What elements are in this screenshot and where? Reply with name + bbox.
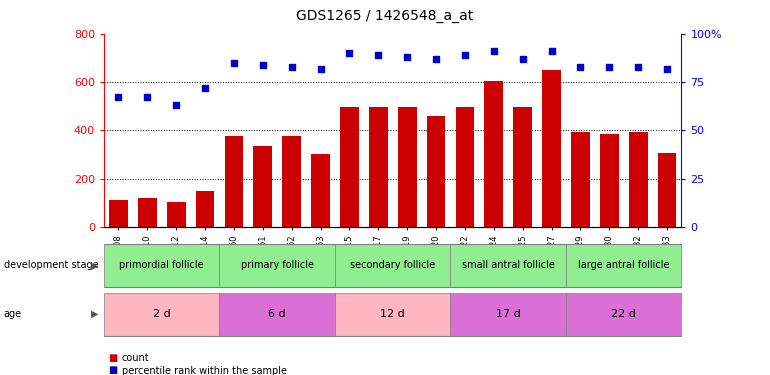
Text: ▶: ▶ [91,260,99,270]
Bar [456,106,474,227]
Bar [398,106,417,227]
Point [112,94,125,100]
Text: ■: ■ [108,366,117,375]
Text: large antral follicle: large antral follicle [578,260,669,270]
Text: percentile rank within the sample: percentile rank within the sample [122,366,286,375]
Text: ▶: ▶ [91,309,99,319]
Point [517,56,529,62]
Text: GDS1265 / 1426548_a_at: GDS1265 / 1426548_a_at [296,9,474,23]
Bar [542,70,561,227]
Text: 2 d: 2 d [152,309,171,319]
Bar [196,191,214,227]
Point [487,48,500,54]
Bar [283,136,301,227]
Text: primary follicle: primary follicle [241,260,313,270]
Bar [514,106,532,227]
Bar [629,132,648,227]
Text: 12 d: 12 d [380,309,405,319]
Point [545,48,557,54]
Point [574,64,587,70]
Point [459,52,471,58]
Text: ■: ■ [108,353,117,363]
Bar [571,132,590,227]
Bar [253,146,272,227]
Bar [369,106,387,227]
Bar [427,116,445,227]
Text: 6 d: 6 d [269,309,286,319]
Text: small antral follicle: small antral follicle [462,260,554,270]
Point [286,64,298,70]
Point [632,64,644,70]
Point [343,50,356,56]
Bar [600,134,618,227]
Bar [138,198,156,227]
Text: count: count [122,353,149,363]
Point [228,60,240,66]
Bar [311,154,330,227]
Bar [484,81,503,227]
Point [372,52,384,58]
Bar [658,153,676,227]
Point [314,66,326,72]
Point [170,102,182,108]
Point [661,66,673,72]
Bar [109,200,128,227]
Point [141,94,153,100]
Bar [340,106,359,227]
Text: primordial follicle: primordial follicle [119,260,204,270]
Bar [167,201,186,227]
Point [199,85,211,91]
Text: age: age [4,309,22,319]
Text: secondary follicle: secondary follicle [350,260,435,270]
Point [430,56,442,62]
Text: 22 d: 22 d [611,309,636,319]
Text: development stage: development stage [4,260,99,270]
Bar [225,136,243,227]
Text: 17 d: 17 d [496,309,521,319]
Point [603,64,615,70]
Point [401,54,413,60]
Point [256,62,269,68]
